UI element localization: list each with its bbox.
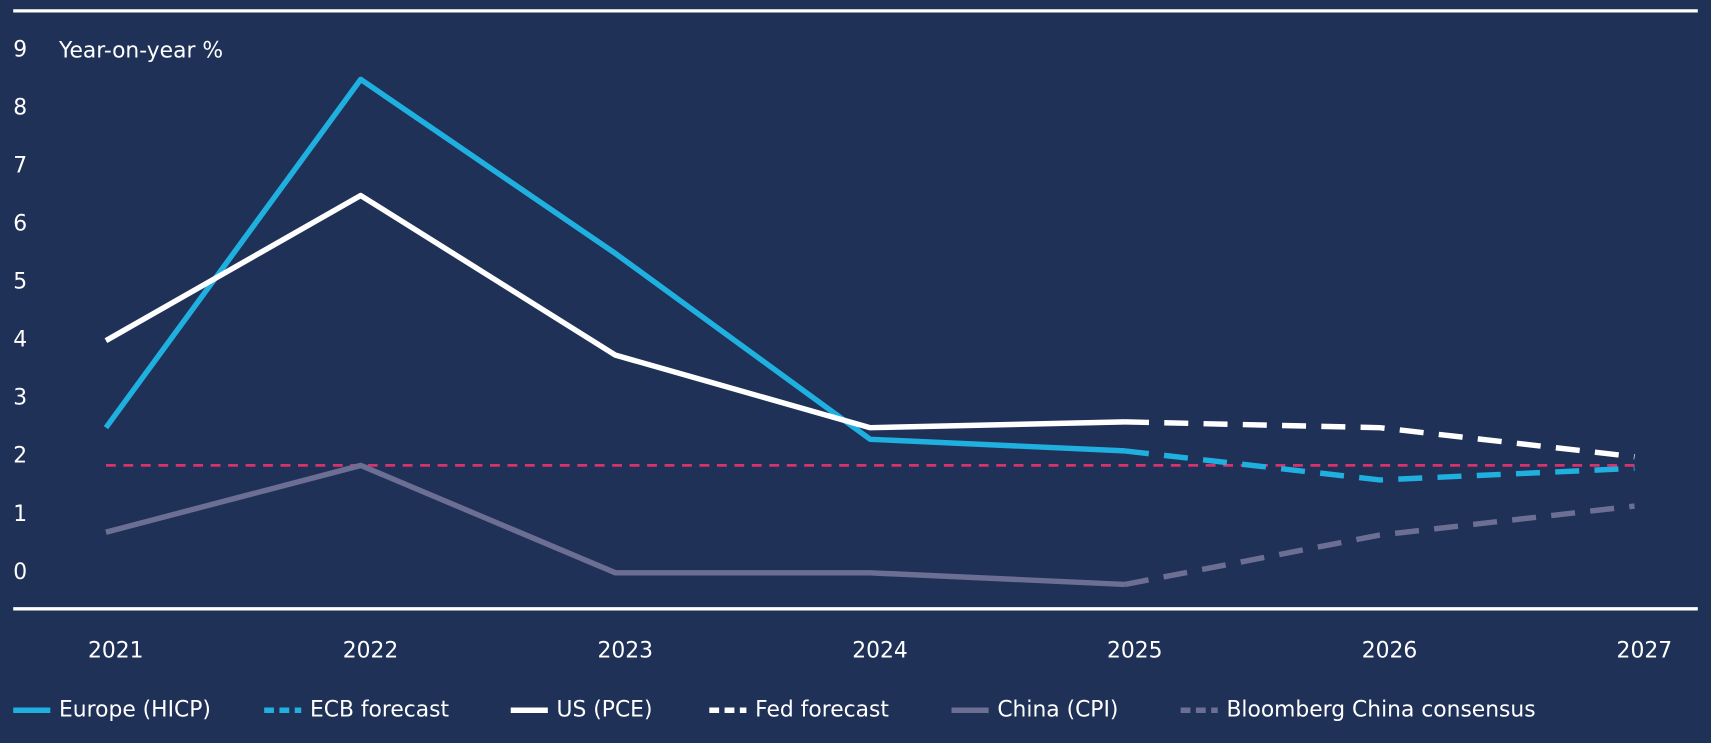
y-tick-label: 8: [13, 95, 27, 120]
series-line: [1124, 503, 1635, 588]
legend-label: Bloomberg China consensus: [1226, 697, 1535, 722]
legend-label: Fed forecast: [755, 697, 889, 722]
legend-label: China (CPI): [997, 697, 1118, 722]
x-tick-label: 2025: [1107, 638, 1163, 663]
y-tick-label: 2: [13, 444, 27, 469]
series-line: [104, 192, 1126, 431]
x-tick-label: 2023: [598, 638, 654, 663]
y-tick-label: 0: [13, 560, 27, 585]
y-axis-label: Year-on-year %: [58, 38, 223, 63]
legend-label: US (PCE): [557, 697, 653, 722]
x-tick-label: 2024: [852, 638, 908, 663]
y-tick-label: 7: [13, 153, 27, 178]
y-tick-label: 6: [13, 212, 27, 237]
x-tick-label: 2022: [343, 638, 399, 663]
series-line: [1124, 448, 1635, 483]
legend-label: ECB forecast: [310, 697, 450, 722]
y-tick-label: 5: [13, 270, 27, 295]
x-tick-label: 2027: [1617, 638, 1673, 663]
y-tick-label: 3: [13, 386, 27, 411]
y-tick-label: 1: [13, 502, 27, 527]
legend-label: Europe (HICP): [59, 697, 211, 722]
series-line: [105, 462, 1126, 588]
x-tick-label: 2021: [88, 638, 144, 663]
series-line: [1124, 419, 1635, 460]
x-tick-label: 2026: [1362, 638, 1418, 663]
y-tick-label: 9: [13, 37, 27, 62]
y-tick-label: 4: [13, 328, 27, 353]
series-line: [103, 76, 1126, 454]
